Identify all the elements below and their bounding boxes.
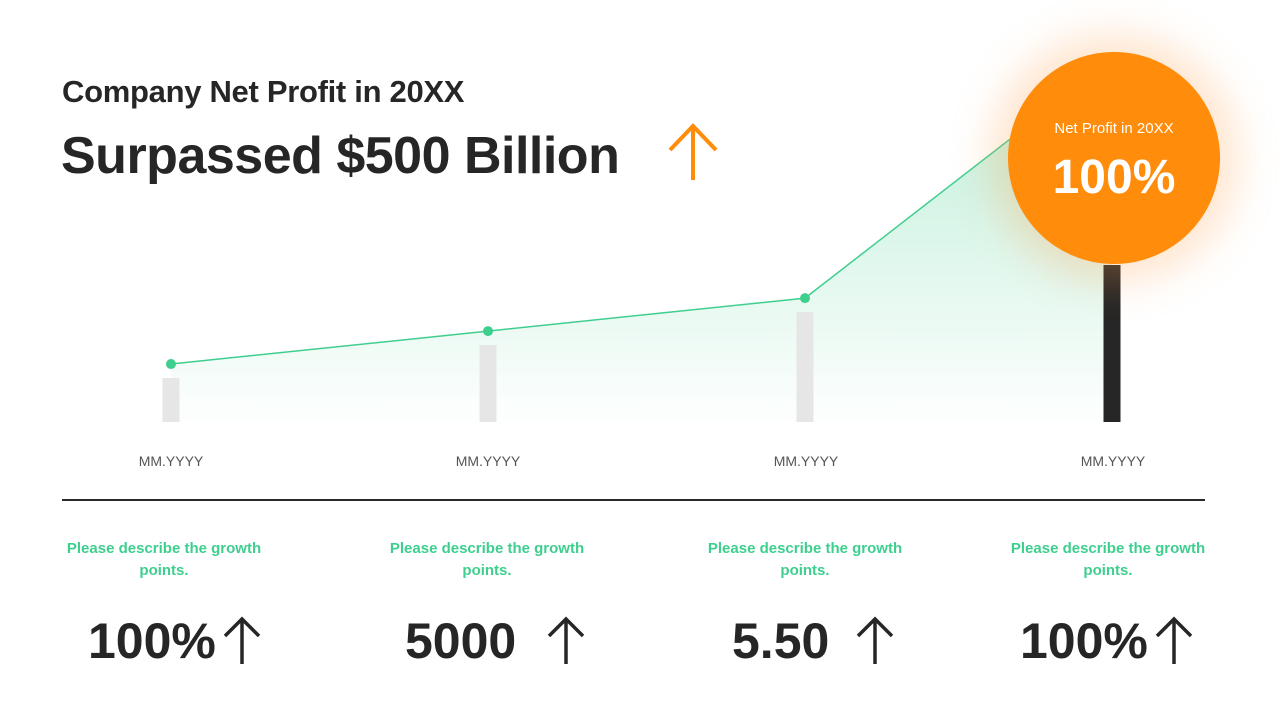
stat-value: 100% <box>88 613 216 669</box>
x-tick-label: MM.YYYY <box>1080 453 1146 469</box>
data-point <box>800 293 810 304</box>
arrow-up-icon <box>1155 616 1193 664</box>
bar <box>162 378 180 422</box>
trend-line <box>170 59 1113 365</box>
growth-stat: 100% <box>1020 612 1194 670</box>
growth-description: Please describe the growth points. <box>707 540 903 579</box>
x-tick-label: MM.YYYY <box>773 453 839 469</box>
x-tick-label: MM.YYYY <box>138 453 204 469</box>
growth-stat: 5000 <box>405 612 586 670</box>
bar <box>796 312 814 422</box>
data-point <box>483 326 493 337</box>
arrow-up-icon <box>857 616 894 664</box>
bar <box>479 345 497 422</box>
divider <box>62 499 1205 501</box>
highlight-label: Net Profit in 20XX <box>1054 120 1174 137</box>
arrow-up-icon <box>668 123 718 180</box>
growth-stat: 5.50 <box>732 612 895 670</box>
highlight-circle: Net Profit in 20XX 100% <box>1008 52 1220 264</box>
arrow-up-icon <box>547 616 585 664</box>
growth-stat: 100% <box>88 612 262 670</box>
page-title: Surpassed $500 Billion <box>61 127 620 185</box>
stat-value: 5.50 <box>732 613 830 669</box>
growth-description: Please describe the growth points. <box>66 540 262 579</box>
x-tick-label: MM.YYYY <box>455 453 521 469</box>
stat-value: 5000 <box>405 613 517 669</box>
growth-description: Please describe the growth points. <box>1010 540 1206 579</box>
subtitle: Company Net Profit in 20XX <box>62 74 465 109</box>
trend-area <box>171 60 1112 430</box>
arrow-up-icon <box>223 616 261 664</box>
highlight-value: 100% <box>1052 151 1176 204</box>
stat-value: 100% <box>1020 613 1148 669</box>
growth-description: Please describe the growth points. <box>389 540 585 579</box>
data-point <box>166 359 176 370</box>
bar <box>1103 265 1121 422</box>
